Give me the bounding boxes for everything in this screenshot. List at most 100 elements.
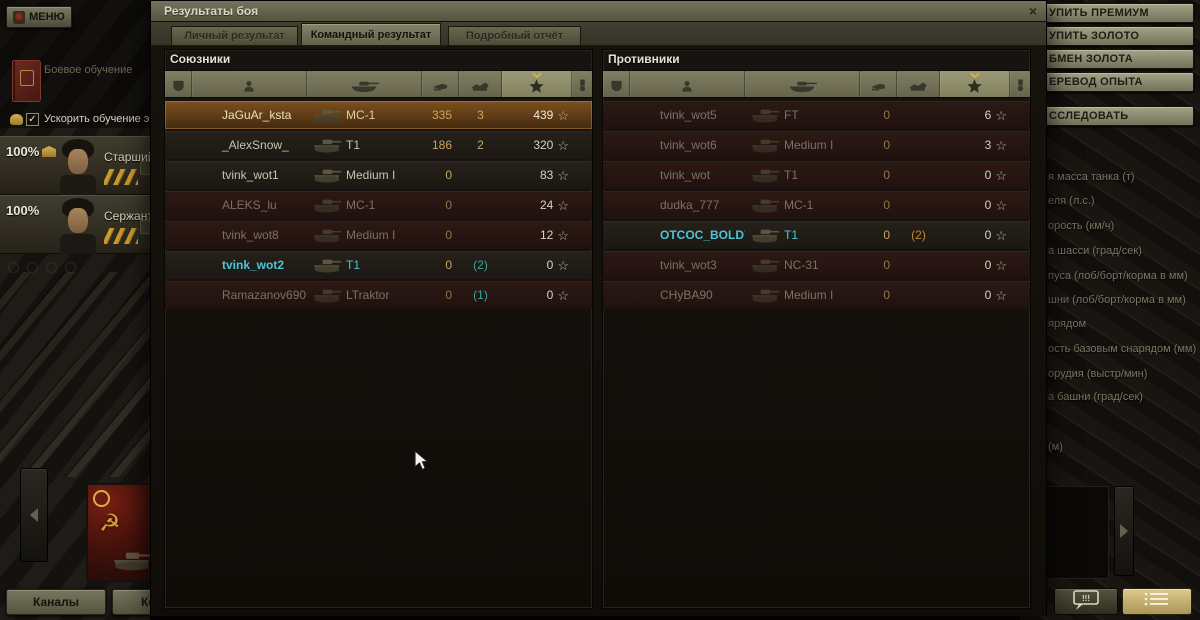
- player-row[interactable]: _AlexSnow_ T1 186 2 320 ☆: [165, 131, 592, 159]
- column-tank-header[interactable]: [307, 71, 422, 97]
- exchange-gold-button[interactable]: БМЕН ЗОЛОТА: [1028, 49, 1194, 69]
- player-row[interactable]: tvink_wot6 Medium I 0 3 ☆: [603, 131, 1030, 159]
- frags-value: (1): [473, 288, 488, 302]
- player-row[interactable]: ALEKS_lu МС-1 0 24 ☆: [165, 191, 592, 219]
- accelerate-training-label: Ускорить обучение эки: [44, 113, 161, 125]
- tank-name: Medium I: [346, 168, 396, 182]
- damage-column-icon: [869, 76, 887, 93]
- tab-personal-result[interactable]: Личный результат: [171, 26, 298, 45]
- tank-cell: T1: [307, 251, 422, 279]
- tank-spec-label: орость (км/ч): [1048, 220, 1115, 232]
- clan-badge-cell: [165, 191, 192, 219]
- buy-gold-button[interactable]: УПИТЬ ЗОЛОТО: [1028, 26, 1194, 46]
- tab-detailed-report[interactable]: Подробный отчёт: [448, 26, 581, 45]
- column-player-header[interactable]: [630, 71, 745, 97]
- damage-value: 0: [445, 228, 452, 242]
- player-row[interactable]: tvink_wot8 Medium I 0 12 ☆: [165, 221, 592, 249]
- column-xp-header[interactable]: [502, 71, 572, 97]
- column-clan-header[interactable]: [603, 71, 630, 97]
- player-name: tvink_wot: [660, 168, 711, 182]
- tank-icon: [745, 107, 781, 123]
- xp-star-icon: ☆: [995, 107, 1007, 123]
- tank-column-icon: [786, 75, 818, 93]
- frags-value: [459, 221, 502, 249]
- column-xp-header[interactable]: [940, 71, 1010, 97]
- frags-value: [897, 101, 940, 129]
- accelerate-training-toggle[interactable]: ✓ Ускорить обучение эки: [10, 111, 160, 127]
- frags-value: [459, 161, 502, 189]
- column-player-header[interactable]: [192, 71, 307, 97]
- xp-star-icon: ☆: [995, 257, 1007, 273]
- column-frags-header[interactable]: [459, 71, 502, 97]
- column-frags-header[interactable]: [897, 71, 940, 97]
- tank-icon: [745, 137, 781, 153]
- table-header: [165, 70, 592, 98]
- svg-text:!!!: !!!: [1082, 594, 1090, 603]
- frags-value: (2): [473, 258, 488, 272]
- notifications-button[interactable]: [1122, 588, 1192, 615]
- xp-star-icon: ☆: [995, 167, 1007, 183]
- tank-cell: Medium I: [307, 161, 422, 189]
- xp-value: 439 ☆: [533, 107, 569, 123]
- player-row[interactable]: OTCOC_BOLDY T1 0 (2) 0 ☆: [603, 221, 1030, 249]
- tank-spec-label: ярядом: [1048, 318, 1087, 330]
- clan-column-icon: [608, 76, 625, 93]
- channels-button-label: Каналы: [33, 595, 79, 609]
- player-row[interactable]: tvink_wot2 T1 0 (2) 0 ☆: [165, 251, 592, 279]
- xp-value: 12 ☆: [539, 227, 569, 243]
- channels-button[interactable]: Каналы: [6, 589, 106, 615]
- tank-thumbnail-icon: [110, 549, 154, 576]
- tank-spec-label: ость базовым снарядом (мм): [1048, 343, 1197, 355]
- menu-button[interactable]: МЕНЮ: [6, 6, 72, 28]
- tank-carousel-card[interactable]: ☭: [86, 483, 152, 582]
- equipment-icons-row: [8, 262, 76, 273]
- tank-icon: [307, 287, 343, 303]
- damage-value: 0: [883, 138, 890, 152]
- player-row[interactable]: CHyBA90 Medium I 0 0 ☆: [603, 281, 1030, 309]
- column-medals-header[interactable]: [1010, 71, 1030, 97]
- dialog-tabs: Личный результат Командный результат Подро…: [151, 22, 1046, 46]
- hangar-girders: [0, 272, 150, 477]
- xp-value: 3 ☆: [984, 137, 1007, 153]
- player-name: OTCOC_BOLDY: [660, 228, 745, 242]
- column-damage-header[interactable]: [422, 71, 459, 97]
- carousel-scroll-right[interactable]: [1114, 486, 1134, 576]
- medals-cell: [1010, 281, 1030, 309]
- tab-team-result[interactable]: Командный результат: [301, 23, 441, 45]
- hangar-right-panel: УПИТЬ ПРЕМИУМ УПИТЬ ЗОЛОТО БМЕН ЗОЛОТА ЕРЕВ…: [1020, 0, 1200, 620]
- player-row[interactable]: tvink_wot3 NC-31 0 0 ☆: [603, 251, 1030, 279]
- column-damage-header[interactable]: [860, 71, 897, 97]
- column-medals-header[interactable]: [572, 71, 592, 97]
- column-tank-header[interactable]: [745, 71, 860, 97]
- tank-icon: [745, 287, 781, 303]
- player-row[interactable]: JaGuAr_ksta МС-1 335 3 439 ☆: [165, 101, 592, 129]
- carousel-scroll-left[interactable]: [20, 468, 48, 562]
- menu-icon: [13, 10, 26, 24]
- player-name: tvink_wot2: [222, 258, 285, 272]
- battle-training-book-icon[interactable]: [12, 60, 41, 102]
- player-row[interactable]: tvink_wot T1 0 0 ☆: [603, 161, 1030, 189]
- column-clan-header[interactable]: [165, 71, 192, 97]
- tank-cell: Medium I: [745, 281, 860, 309]
- tank-cell: NC-31: [745, 251, 860, 279]
- buy-premium-button[interactable]: УПИТЬ ПРЕМИУМ: [1028, 3, 1194, 23]
- frags-value: [897, 131, 940, 159]
- crew-member-card[interactable]: 100% Сержант: [0, 195, 156, 254]
- player-row[interactable]: Ramazanov690 LTraktor 0 (1) 0 ☆: [165, 281, 592, 309]
- frags-value: 2: [477, 138, 484, 152]
- convert-xp-button[interactable]: ЕРЕВОД ОПЫТА: [1028, 72, 1194, 92]
- xp-star-icon: ☆: [557, 137, 569, 153]
- tank-icon: [745, 197, 781, 213]
- player-row[interactable]: tvink_wot5 FT 0 6 ☆: [603, 101, 1030, 129]
- close-button[interactable]: ×: [1028, 3, 1037, 19]
- player-name: tvink_wot1: [222, 168, 279, 182]
- chat-button[interactable]: !!!: [1054, 588, 1118, 615]
- crew-member-card[interactable]: 100% Старший: [0, 136, 156, 195]
- clan-badge-cell: [603, 221, 630, 249]
- xp-value: 0 ☆: [984, 167, 1007, 183]
- arrow-left-icon: [30, 508, 38, 522]
- dialog-body: Союзники JaGuAr_ksta МС-1 335 3 439 ☆ _AlexSno…: [151, 46, 1046, 616]
- player-row[interactable]: dudka_777 МС-1 0 0 ☆: [603, 191, 1030, 219]
- player-row[interactable]: tvink_wot1 Medium I 0 83 ☆: [165, 161, 592, 189]
- research-button[interactable]: ССЛЕДОВАТЬ: [1028, 106, 1194, 126]
